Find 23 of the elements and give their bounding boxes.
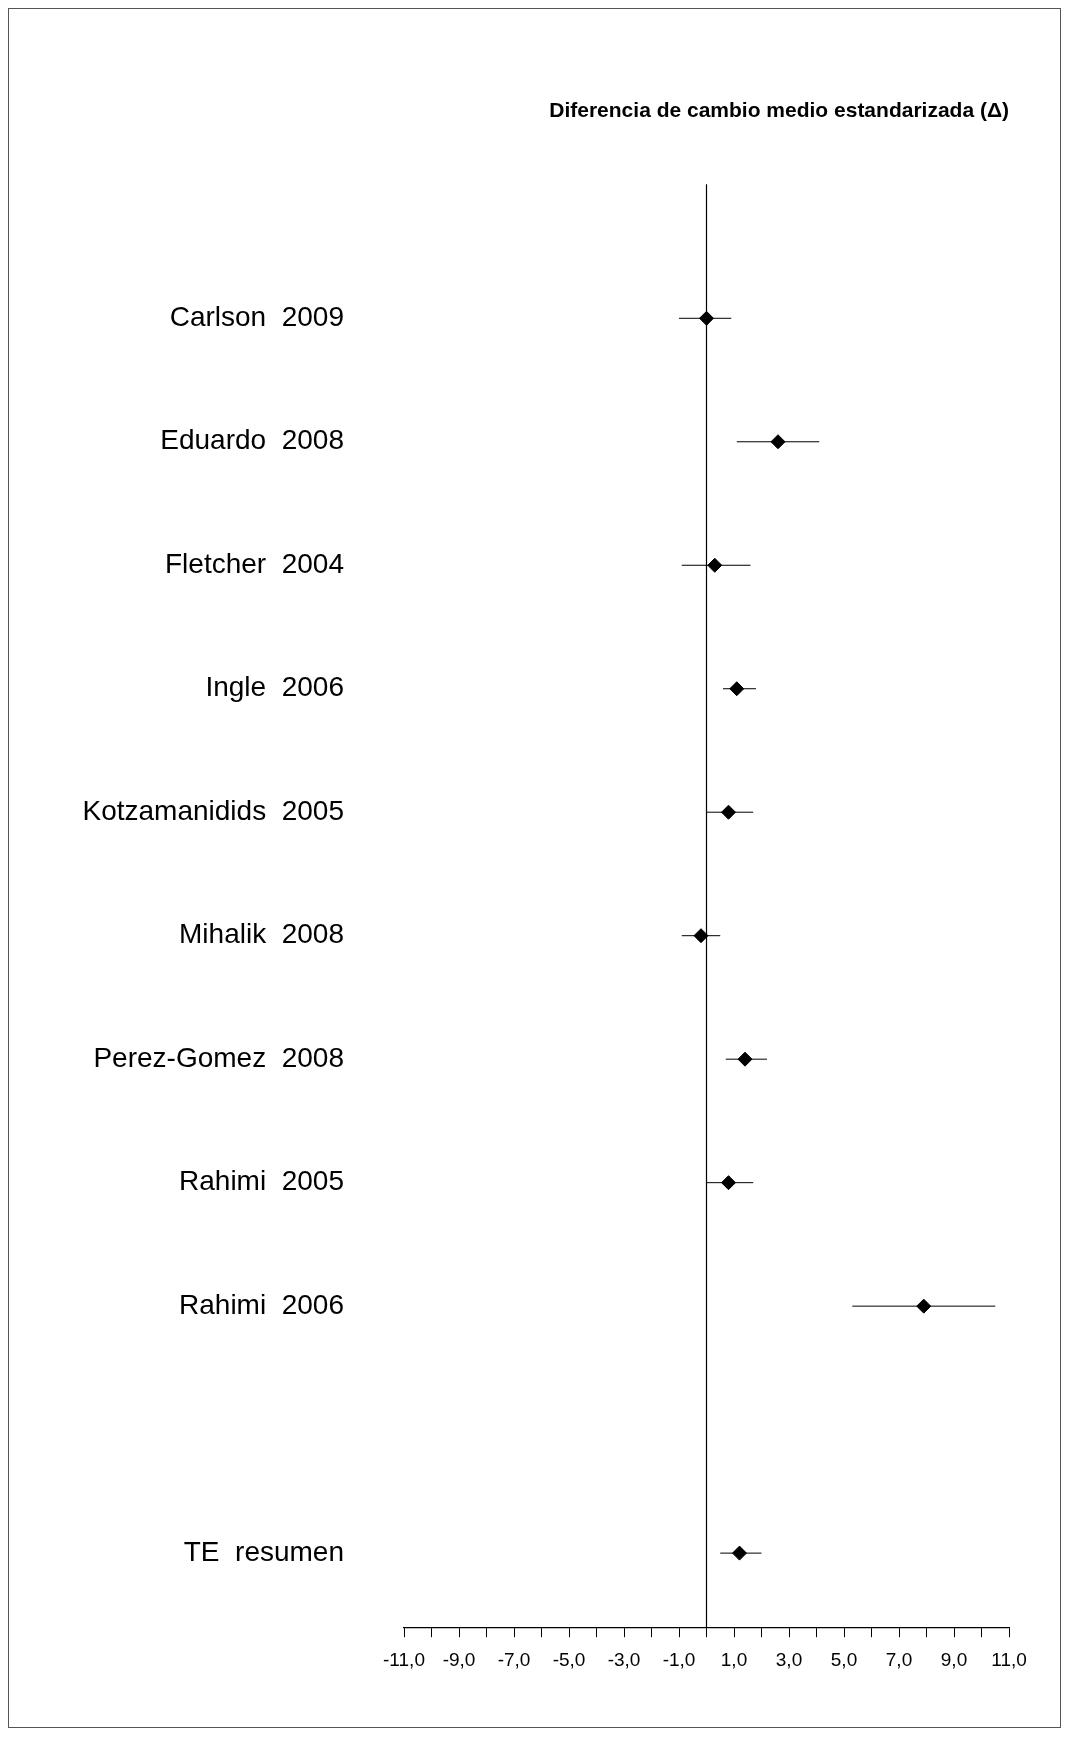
x-tick-label: -9,0: [442, 1648, 476, 1670]
x-tick-label: 9,0: [940, 1648, 968, 1670]
x-tick-label: -7,0: [497, 1648, 531, 1670]
y-tick-label: Rahimi 2006: [179, 1288, 344, 1320]
chart-title: Diferencia de cambio medio estandarizada (Δ): [549, 98, 1009, 122]
x-tick-label: 5,0: [830, 1648, 858, 1670]
y-tick-label: Perez-Gomez 2008: [93, 1041, 344, 1073]
y-tick-label: Mihalik 2008: [179, 918, 344, 950]
x-tick-label: 1,0: [720, 1648, 748, 1670]
x-tick-label: -11,0: [383, 1648, 425, 1670]
y-tick-label: Kotzamanidids 2005: [82, 794, 344, 826]
y-tick-label: Rahimi 2005: [179, 1165, 344, 1197]
x-tick-label: 7,0: [885, 1648, 913, 1670]
x-tick-label: -5,0: [552, 1648, 586, 1670]
y-tick-label: Fletcher 2004: [165, 547, 344, 579]
y-tick-label: TE resumen: [183, 1535, 344, 1567]
x-tick-label: -1,0: [662, 1648, 696, 1670]
y-tick-label: Eduardo 2008: [160, 424, 344, 456]
x-tick-label: -3,0: [607, 1648, 641, 1670]
y-tick-label: Ingle 2006: [205, 671, 344, 703]
x-tick-label: 11,0: [991, 1648, 1027, 1670]
y-tick-label: Carlson 2009: [169, 301, 344, 333]
x-tick-label: 3,0: [775, 1648, 803, 1670]
